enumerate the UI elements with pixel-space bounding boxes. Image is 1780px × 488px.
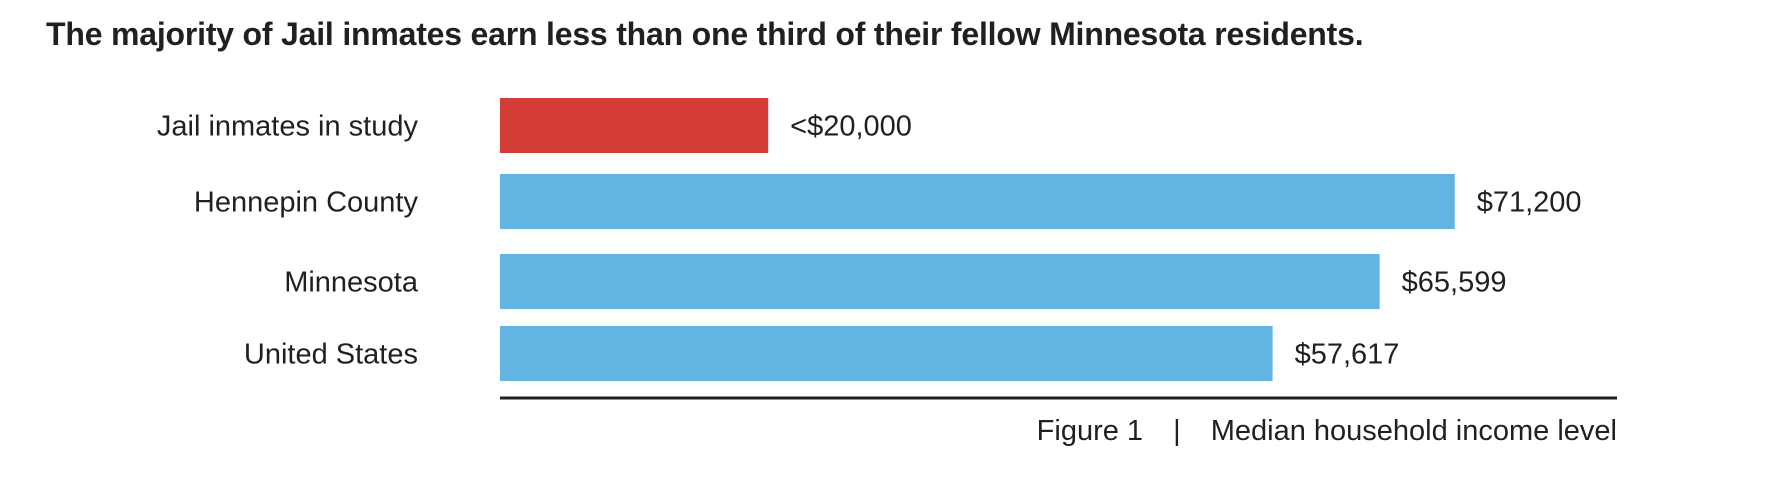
figure-caption: Figure 1 | Median household income level [1037, 415, 1617, 447]
value-label: $57,617 [1295, 339, 1400, 371]
chart-title: The majority of Jail inmates earn less t… [46, 16, 1364, 52]
bar [500, 254, 1380, 309]
caption-figure-number: Figure 1 [1037, 415, 1143, 447]
bar [500, 326, 1273, 381]
value-label: $65,599 [1402, 267, 1507, 299]
bar [500, 98, 769, 153]
bar [500, 174, 1455, 229]
bars-group: Jail inmates in study <$20,000 Hennepin Co… [157, 98, 1582, 381]
caption-description: Median household income level [1211, 415, 1617, 447]
category-label: Jail inmates in study [157, 111, 419, 143]
caption-separator: | [1173, 415, 1181, 447]
category-label: United States [244, 339, 418, 371]
category-label: Hennepin County [194, 187, 419, 219]
value-label: $71,200 [1477, 187, 1582, 219]
category-label: Minnesota [284, 267, 419, 299]
value-label: <$20,000 [790, 111, 912, 143]
